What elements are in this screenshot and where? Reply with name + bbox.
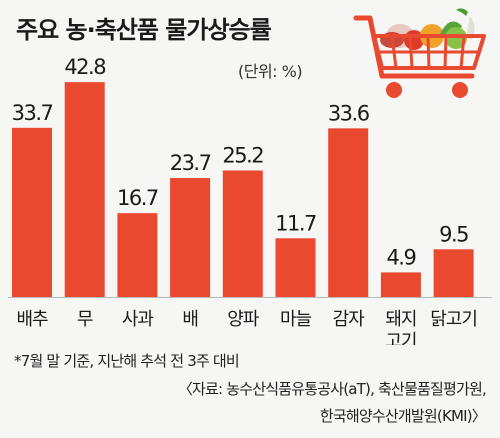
category-label-배: 배 [182, 309, 198, 330]
source-line-1: 〈자료: 농수산식품유통공사(aT), 축산물품질평가원, [177, 380, 487, 398]
chart-title: 주요 농·축산품 물가상승률 [16, 16, 272, 44]
value-label-배추: 33.7 [12, 101, 53, 125]
value-label-마늘: 11.7 [275, 211, 316, 235]
category-label-무: 무 [77, 309, 93, 330]
category-label-돼지고기: 돼지 [385, 309, 416, 330]
bar-감자 [328, 128, 369, 297]
category-label-돼지고기: 고기 [385, 331, 416, 345]
bar-chart: 33.7 배추 42.8 무 16.7 사과 23.7 배 25.2 양파 11.7 마늘 33.6 감자… [8, 55, 492, 345]
value-label-돼지고기: 4.9 [386, 245, 415, 269]
value-label-사과: 16.7 [117, 186, 158, 210]
category-label-닭고기: 닭고기 [430, 309, 477, 330]
value-label-무: 42.8 [64, 55, 105, 79]
bar-무 [64, 82, 105, 297]
value-label-배: 23.7 [170, 151, 211, 175]
category-label-사과: 사과 [122, 309, 154, 330]
bar-닭고기 [433, 249, 474, 297]
category-label-감자: 감자 [333, 309, 366, 330]
value-label-양파: 25.2 [222, 143, 263, 167]
source-line-2: 한국해양수산개발원(KMI)〉 [319, 407, 487, 425]
bar-마늘 [275, 238, 316, 297]
shopping-cart-with-groceries-icon [353, 8, 486, 98]
value-label-닭고기: 9.5 [439, 222, 468, 246]
value-label-감자: 33.6 [328, 101, 370, 125]
category-label-양파: 양파 [227, 309, 260, 330]
unit-label: (단위: %) [238, 62, 303, 81]
bar-배 [170, 178, 211, 297]
bar-돼지고기 [380, 272, 421, 297]
bar-양파 [222, 170, 263, 297]
footnote: *7월 말 기준, 지난해 추석 전 3주 대비 [14, 352, 240, 370]
bar-사과 [117, 213, 158, 297]
category-label-배추: 배추 [16, 309, 48, 330]
category-label-마늘: 마늘 [280, 309, 312, 330]
bar-배추 [12, 127, 52, 298]
